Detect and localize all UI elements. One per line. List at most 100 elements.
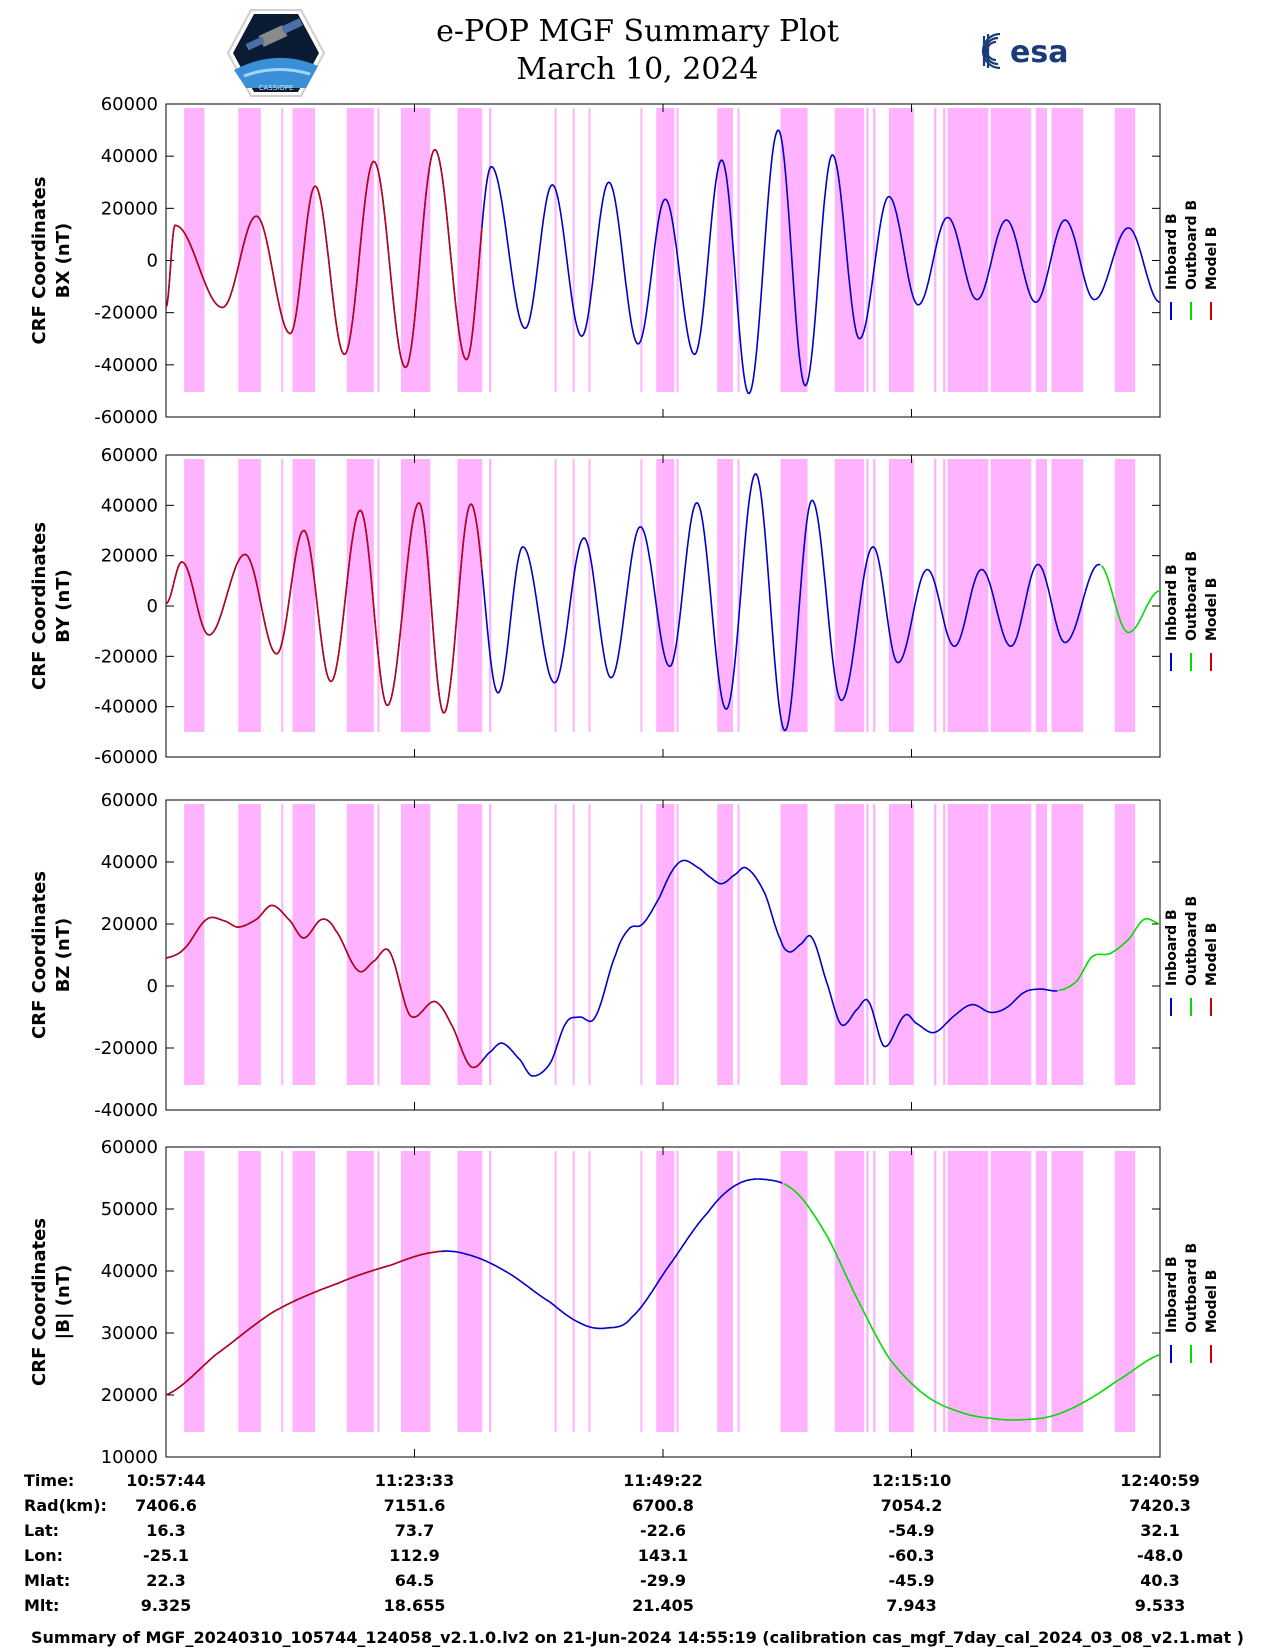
series-model-b (165, 149, 483, 369)
shaded-interval (934, 459, 937, 732)
ephemeris-value: 7151.6 (384, 1496, 446, 1515)
legend-label: Outboard B (1184, 896, 1200, 986)
y-tick-label: 40000 (101, 852, 158, 873)
ephemeris-value: 21.405 (632, 1596, 694, 1615)
legend-label: Outboard B (1184, 551, 1200, 641)
ephemeris-value: 18.655 (384, 1596, 446, 1615)
y-tick-label: 30000 (101, 1323, 158, 1344)
shaded-interval (676, 804, 679, 1085)
shaded-interval (888, 108, 914, 392)
ephemeris-value: 7054.2 (881, 1496, 943, 1515)
shaded-interval (1051, 1151, 1084, 1432)
shaded-interval (1114, 1151, 1136, 1432)
shaded-interval (873, 1151, 876, 1432)
shaded-interval (238, 1151, 261, 1432)
shaded-interval (346, 1151, 374, 1432)
shaded-interval (238, 804, 261, 1085)
shaded-interval (489, 108, 492, 392)
y-tick-label: 20000 (101, 1385, 158, 1406)
shaded-interval (184, 108, 205, 392)
shaded-interval (1051, 108, 1084, 392)
shaded-interval (400, 108, 431, 392)
legend-label: Model B (1204, 227, 1220, 290)
y-tick-label: 60000 (101, 94, 158, 115)
shaded-interval (489, 1151, 492, 1432)
y-tick-label: -40000 (94, 697, 158, 718)
shaded-interval (780, 804, 808, 1085)
shaded-interval (888, 1151, 914, 1432)
y-tick-label: 0 (147, 596, 158, 617)
shaded-interval (640, 459, 643, 732)
y-axis-label-line1: CRF Coordinates (29, 871, 50, 1039)
shaded-interval (990, 804, 1032, 1085)
legend-label: Inboard B (1164, 909, 1180, 986)
series-model-b (165, 1250, 442, 1396)
shaded-interval (400, 804, 431, 1085)
shaded-interval (588, 804, 591, 1085)
shaded-interval (866, 804, 869, 1085)
shaded-interval (737, 1151, 740, 1432)
ephemeris-value: 9.325 (141, 1596, 192, 1615)
shaded-interval (888, 804, 914, 1085)
shaded-interval (377, 108, 380, 392)
shaded-interval (1035, 804, 1048, 1085)
ephemeris-label: Lon: (24, 1546, 63, 1565)
ephemeris-value: 12:40:59 (1120, 1471, 1200, 1490)
panel-bz: -40000 -20000 0 20000 40000 60000 CRF Coordina… (29, 790, 1220, 1121)
y-axis-label-line2: BX (nT) (53, 223, 74, 298)
shaded-interval (1114, 108, 1136, 392)
shaded-interval (377, 804, 380, 1085)
ephemeris-value: 7406.6 (135, 1496, 197, 1515)
shaded-interval (866, 459, 869, 732)
legend-label: Inboard B (1164, 213, 1180, 290)
shaded-interval (292, 804, 316, 1085)
shaded-interval (676, 459, 679, 732)
series-model-b (165, 904, 483, 1069)
footer-caption: Summary of MGF_20240310_105744_124058_v2… (31, 1628, 1244, 1647)
shaded-interval (572, 459, 575, 732)
shaded-interval (834, 459, 865, 732)
shaded-interval (184, 1151, 205, 1432)
legend-label: Model B (1204, 578, 1220, 641)
legend: Inboard B Outboard B Model B (1164, 1243, 1220, 1363)
shaded-interval (780, 459, 808, 732)
series-outboard-b (1058, 917, 1161, 992)
ephemeris-value: 112.9 (389, 1546, 440, 1565)
shaded-interval (656, 1151, 675, 1432)
header: e-POP MGF Summary Plot March 10, 2024 CA… (0, 0, 1275, 100)
panel-bx: -60000 -40000 -20000 0 20000 40000 60000 CRF Co… (29, 94, 1220, 428)
shaded-interval (184, 804, 205, 1085)
ephemeris-value: 16.3 (146, 1521, 185, 1540)
shaded-interval (676, 1151, 679, 1432)
shaded-interval (943, 804, 946, 1085)
shaded-interval (888, 459, 914, 732)
shaded-interval (640, 804, 643, 1085)
shaded-interval (737, 459, 740, 732)
shaded-interval (947, 459, 989, 732)
ephemeris-value: 11:49:22 (623, 1471, 703, 1490)
shaded-interval (873, 804, 876, 1085)
y-tick-label: 20000 (101, 914, 158, 935)
y-tick-label: -60000 (94, 747, 158, 768)
shaded-interval (554, 459, 557, 732)
shaded-interval (717, 108, 734, 392)
shaded-interval (717, 459, 734, 732)
legend: Inboard B Outboard B Model B (1164, 896, 1220, 1016)
y-tick-label: -40000 (94, 1100, 158, 1121)
shaded-interval (1114, 804, 1136, 1085)
shaded-interval (990, 1151, 1032, 1432)
y-tick-label: 60000 (101, 445, 158, 466)
shaded-interval (737, 108, 740, 392)
ephemeris-value: 11:23:33 (375, 1471, 455, 1490)
esa-logo: esa (981, 32, 1068, 70)
shaded-interval (873, 459, 876, 732)
legend-label: Outboard B (1184, 200, 1200, 290)
shaded-interval (947, 108, 989, 392)
plot-title: e-POP MGF Summary Plot (436, 14, 839, 49)
shaded-interval (489, 804, 492, 1085)
shaded-interval (717, 804, 734, 1085)
cassiope-mission-logo: CASSIOPE (226, 9, 326, 97)
panel-by: -60000 -40000 -20000 0 20000 40000 60000 CRF Co… (29, 445, 1220, 768)
series-outboard-b (1100, 565, 1161, 634)
